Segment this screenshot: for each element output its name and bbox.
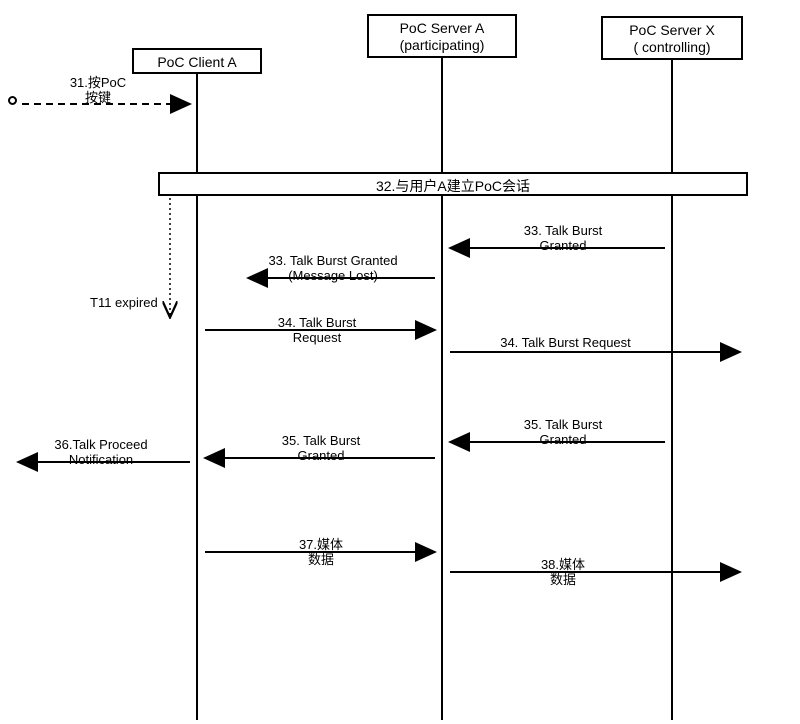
label-36-line2: Notification xyxy=(69,452,133,467)
label-31: 31.按PoC 按键 xyxy=(58,76,138,106)
label-33-right-line1: 33. Talk Burst xyxy=(524,223,603,238)
combined-fragment-32: 32.与用户A建立PoC会话 xyxy=(158,172,748,196)
label-33-left: 33. Talk Burst Granted (Message Lost) xyxy=(248,254,418,284)
participant-server-x-line2: ( controlling) xyxy=(633,39,710,55)
label-t11-text: T11 expired xyxy=(90,295,158,310)
label-33-left-line2: (Message Lost) xyxy=(288,268,378,283)
label-31-line2: 按键 xyxy=(85,90,111,105)
label-34-left-line2: Request xyxy=(293,330,341,345)
label-36-line1: 36.Talk Proceed xyxy=(54,437,147,452)
label-35-left-line2: Granted xyxy=(298,448,345,463)
participant-client-a: PoC Client A xyxy=(132,48,262,74)
label-31-line1: 31.按PoC xyxy=(70,75,126,90)
participant-server-x-line1: PoC Server X xyxy=(629,22,715,38)
label-33-right: 33. Talk Burst Granted xyxy=(508,224,618,254)
start-dot xyxy=(8,96,17,105)
label-34-right-text: 34. Talk Burst Request xyxy=(500,335,631,350)
label-35-right-line2: Granted xyxy=(540,432,587,447)
label-35-left: 35. Talk Burst Granted xyxy=(266,434,376,464)
label-35-right: 35. Talk Burst Granted xyxy=(508,418,618,448)
participant-server-a-line2: (participating) xyxy=(400,37,485,53)
label-35-left-line1: 35. Talk Burst xyxy=(282,433,361,448)
lifeline-server-a xyxy=(441,58,443,720)
participant-server-x: PoC Server X ( controlling) xyxy=(601,16,743,60)
lifeline-client-a xyxy=(196,74,198,720)
participant-server-a-line1: PoC Server A xyxy=(400,20,485,36)
label-34-left: 34. Talk Burst Request xyxy=(262,316,372,346)
participant-server-a: PoC Server A (participating) xyxy=(367,14,517,58)
participant-client-a-label: PoC Client A xyxy=(157,54,236,70)
label-38-line2: 数据 xyxy=(550,572,576,587)
arrows-layer xyxy=(0,0,800,724)
label-33-right-line2: Granted xyxy=(540,238,587,253)
label-38-line1: 38.媒体 xyxy=(541,557,585,572)
label-36: 36.Talk Proceed Notification xyxy=(36,438,166,468)
label-33-left-line1: 33. Talk Burst Granted xyxy=(268,253,397,268)
label-34-left-line1: 34. Talk Burst xyxy=(278,315,357,330)
label-38: 38.媒体 数据 xyxy=(528,558,598,588)
lifeline-server-x xyxy=(671,60,673,720)
label-37-line1: 37.媒体 xyxy=(299,537,343,552)
label-35-right-line1: 35. Talk Burst xyxy=(524,417,603,432)
label-34-right: 34. Talk Burst Request xyxy=(478,336,653,351)
label-37: 37.媒体 数据 xyxy=(286,538,356,568)
label-37-line2: 数据 xyxy=(308,552,334,567)
label-t11: T11 expired xyxy=(90,296,158,311)
combined-fragment-32-label: 32.与用户A建立PoC会话 xyxy=(376,178,530,194)
